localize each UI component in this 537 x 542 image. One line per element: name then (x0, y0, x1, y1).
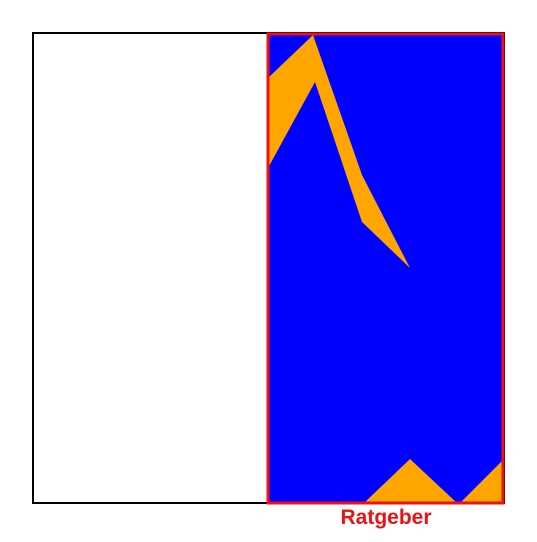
highlight-box (266, 32, 505, 505)
orange-peak-shape (268, 35, 410, 268)
orange-bottom-corner (460, 460, 503, 503)
blue-panel (268, 34, 504, 503)
orange-bottom-triangle (364, 459, 457, 503)
highlight-label: Ratgeber (340, 506, 432, 529)
